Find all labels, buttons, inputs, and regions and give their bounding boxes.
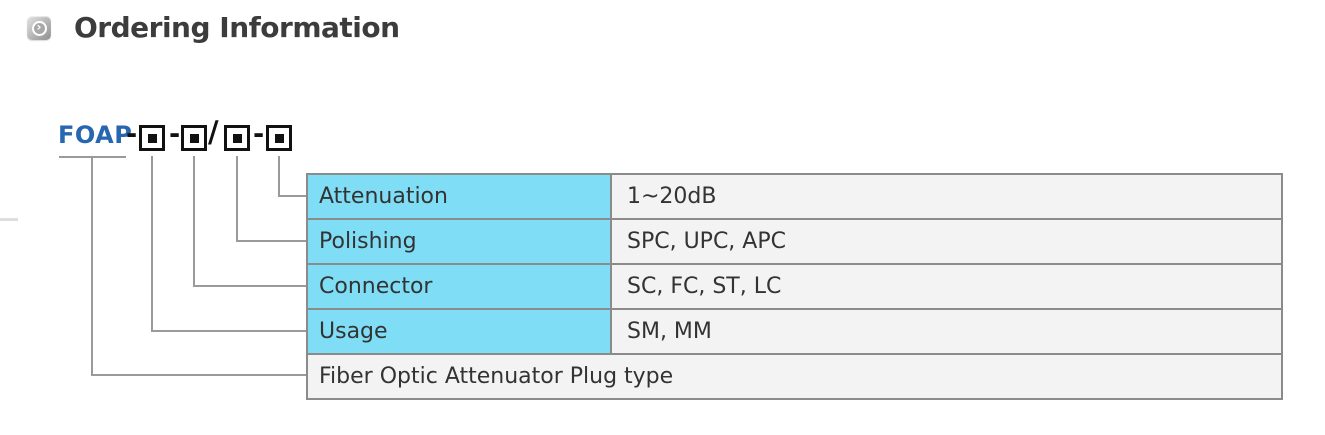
spec-value-cell: SC, FC, ST, LC	[610, 263, 1283, 310]
dash-separator: -	[126, 119, 138, 150]
table-row-product-type: Fiber Optic Attenuator Plug type	[306, 353, 1283, 400]
chevron-ring: ›	[31, 20, 47, 36]
leader-line-connector	[193, 156, 306, 287]
spec-value-cell: SPC, UPC, APC	[610, 218, 1283, 265]
placeholder-box-icon	[224, 125, 250, 151]
leader-line-prefix	[59, 156, 306, 376]
spec-value-cell: SM, MM	[610, 308, 1283, 355]
spec-label-cell: Usage	[306, 308, 612, 355]
leader-line-attenuation	[278, 156, 306, 197]
leader-line-usage	[151, 156, 306, 332]
slash-separator: /	[208, 115, 219, 149]
table-row-usage: Usage SM, MM	[306, 308, 1283, 355]
dash-separator: -	[253, 119, 265, 150]
placeholder-box-icon	[181, 125, 207, 151]
placeholder-box-fill	[274, 133, 284, 143]
placeholder-box-fill	[232, 133, 242, 143]
spec-label-cell: Polishing	[306, 218, 612, 265]
page-edge-divider	[0, 218, 18, 221]
table-row-connector: Connector SC, FC, ST, LC	[306, 263, 1283, 310]
dash-separator: -	[169, 119, 181, 150]
table-row-attenuation: Attenuation 1~20dB	[306, 173, 1283, 220]
placeholder-box-fill	[189, 133, 199, 143]
chevron-bullet-icon: ›	[27, 16, 51, 40]
spec-label-cell: Attenuation	[306, 173, 612, 220]
placeholder-box-icon	[139, 125, 165, 151]
model-code-prefix: FOAP	[58, 121, 133, 149]
ordering-spec-table: Attenuation 1~20dB Polishing SPC, UPC, A…	[306, 173, 1283, 400]
placeholder-box-fill	[147, 133, 157, 143]
spec-label-cell: Connector	[306, 263, 612, 310]
chevron-glyph: ›	[36, 20, 42, 34]
table-row-polishing: Polishing SPC, UPC, APC	[306, 218, 1283, 265]
spec-value-cell: 1~20dB	[610, 173, 1283, 220]
section-title: Ordering Information	[74, 11, 400, 44]
placeholder-box-icon	[266, 125, 292, 151]
leader-line-polishing	[236, 156, 306, 242]
spec-full-row-cell: Fiber Optic Attenuator Plug type	[306, 353, 1283, 400]
